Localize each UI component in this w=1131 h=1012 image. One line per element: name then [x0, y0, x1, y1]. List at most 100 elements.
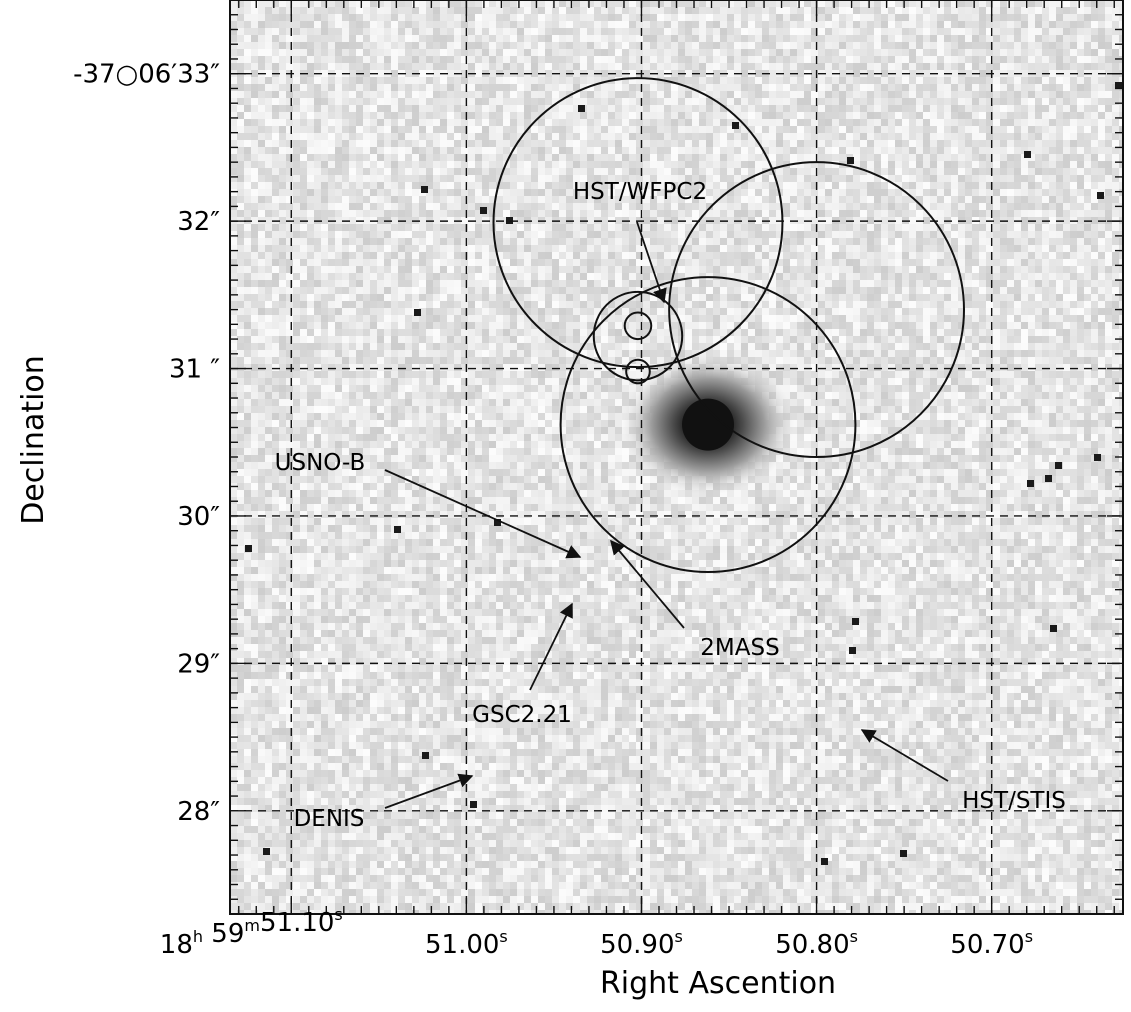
noise-pixel — [258, 140, 265, 147]
noise-pixel — [888, 21, 895, 28]
noise-pixel — [1021, 105, 1028, 112]
noise-pixel — [699, 133, 706, 140]
noise-pixel — [944, 133, 951, 140]
noise-pixel — [741, 42, 748, 49]
noise-pixel — [1049, 259, 1056, 266]
noise-pixel — [692, 21, 699, 28]
noise-pixel — [272, 140, 279, 147]
noise-pixel — [699, 210, 706, 217]
noise-pixel — [419, 105, 426, 112]
noise-pixel — [237, 266, 244, 273]
noise-pixel — [412, 91, 419, 98]
noise-pixel — [412, 196, 419, 203]
noise-pixel — [727, 231, 734, 238]
noise-pixel — [1091, 77, 1098, 84]
noise-pixel — [552, 189, 559, 196]
noise-pixel — [517, 133, 524, 140]
noise-pixel — [335, 77, 342, 84]
noise-pixel — [629, 49, 636, 56]
noise-pixel — [783, 182, 790, 189]
noise-pixel — [965, 259, 972, 266]
noise-pixel — [993, 168, 1000, 175]
noise-pixel — [580, 14, 587, 21]
noise-pixel — [538, 154, 545, 161]
noise-pixel — [244, 245, 251, 252]
noise-pixel — [391, 14, 398, 21]
noise-pixel — [405, 63, 412, 70]
noise-pixel — [405, 119, 412, 126]
noise-pixel — [328, 133, 335, 140]
noise-pixel — [979, 14, 986, 21]
noise-pixel — [405, 175, 412, 182]
noise-pixel — [328, 175, 335, 182]
noise-pixel — [902, 210, 909, 217]
noise-pixel — [482, 63, 489, 70]
noise-pixel — [286, 0, 293, 7]
noise-pixel — [349, 140, 356, 147]
noise-pixel — [706, 196, 713, 203]
noise-pixel — [825, 147, 832, 154]
noise-pixel — [643, 147, 650, 154]
noise-pixel — [1007, 84, 1014, 91]
noise-pixel — [419, 56, 426, 63]
noise-pixel — [888, 210, 895, 217]
noise-pixel — [1021, 84, 1028, 91]
noise-pixel — [860, 28, 867, 35]
noise-pixel — [433, 28, 440, 35]
noise-pixel — [853, 196, 860, 203]
noise-pixel — [265, 175, 272, 182]
noise-pixel — [1091, 140, 1098, 147]
noise-pixel — [825, 126, 832, 133]
noise-pixel — [1112, 259, 1119, 266]
noise-pixel — [979, 133, 986, 140]
noise-pixel — [797, 126, 804, 133]
noise-pixel — [993, 231, 1000, 238]
noise-pixel — [895, 21, 902, 28]
noise-pixel — [825, 21, 832, 28]
noise-pixel — [349, 7, 356, 14]
noise-pixel — [279, 154, 286, 161]
noise-pixel — [300, 147, 307, 154]
noise-pixel — [496, 84, 503, 91]
noise-pixel — [258, 35, 265, 42]
noise-pixel — [601, 77, 608, 84]
noise-pixel — [447, 154, 454, 161]
noise-pixel — [1112, 63, 1119, 70]
noise-pixel — [545, 231, 552, 238]
noise-pixel — [825, 70, 832, 77]
noise-pixel — [902, 63, 909, 70]
noise-pixel — [622, 252, 629, 259]
noise-pixel — [643, 28, 650, 35]
noise-pixel — [601, 35, 608, 42]
noise-pixel — [825, 105, 832, 112]
noise-pixel — [433, 154, 440, 161]
noise-pixel — [720, 77, 727, 84]
noise-pixel — [664, 196, 671, 203]
noise-pixel — [860, 252, 867, 259]
noise-pixel — [636, 105, 643, 112]
noise-pixel — [552, 175, 559, 182]
noise-pixel — [433, 266, 440, 273]
noise-pixel — [454, 112, 461, 119]
noise-pixel — [1112, 266, 1119, 273]
noise-pixel — [370, 196, 377, 203]
noise-pixel — [573, 210, 580, 217]
noise-pixel — [923, 203, 930, 210]
noise-pixel — [748, 77, 755, 84]
noise-pixel — [762, 126, 769, 133]
noise-pixel — [1091, 91, 1098, 98]
noise-pixel — [587, 266, 594, 273]
noise-pixel — [1112, 231, 1119, 238]
noise-pixel — [832, 63, 839, 70]
noise-pixel — [503, 63, 510, 70]
noise-pixel — [335, 0, 342, 7]
noise-pixel — [531, 224, 538, 231]
noise-pixel — [580, 21, 587, 28]
noise-pixel — [538, 161, 545, 168]
noise-pixel — [993, 252, 1000, 259]
noise-pixel — [447, 63, 454, 70]
noise-pixel — [503, 168, 510, 175]
noise-pixel — [335, 147, 342, 154]
noise-pixel — [930, 140, 937, 147]
noise-pixel — [363, 0, 370, 7]
